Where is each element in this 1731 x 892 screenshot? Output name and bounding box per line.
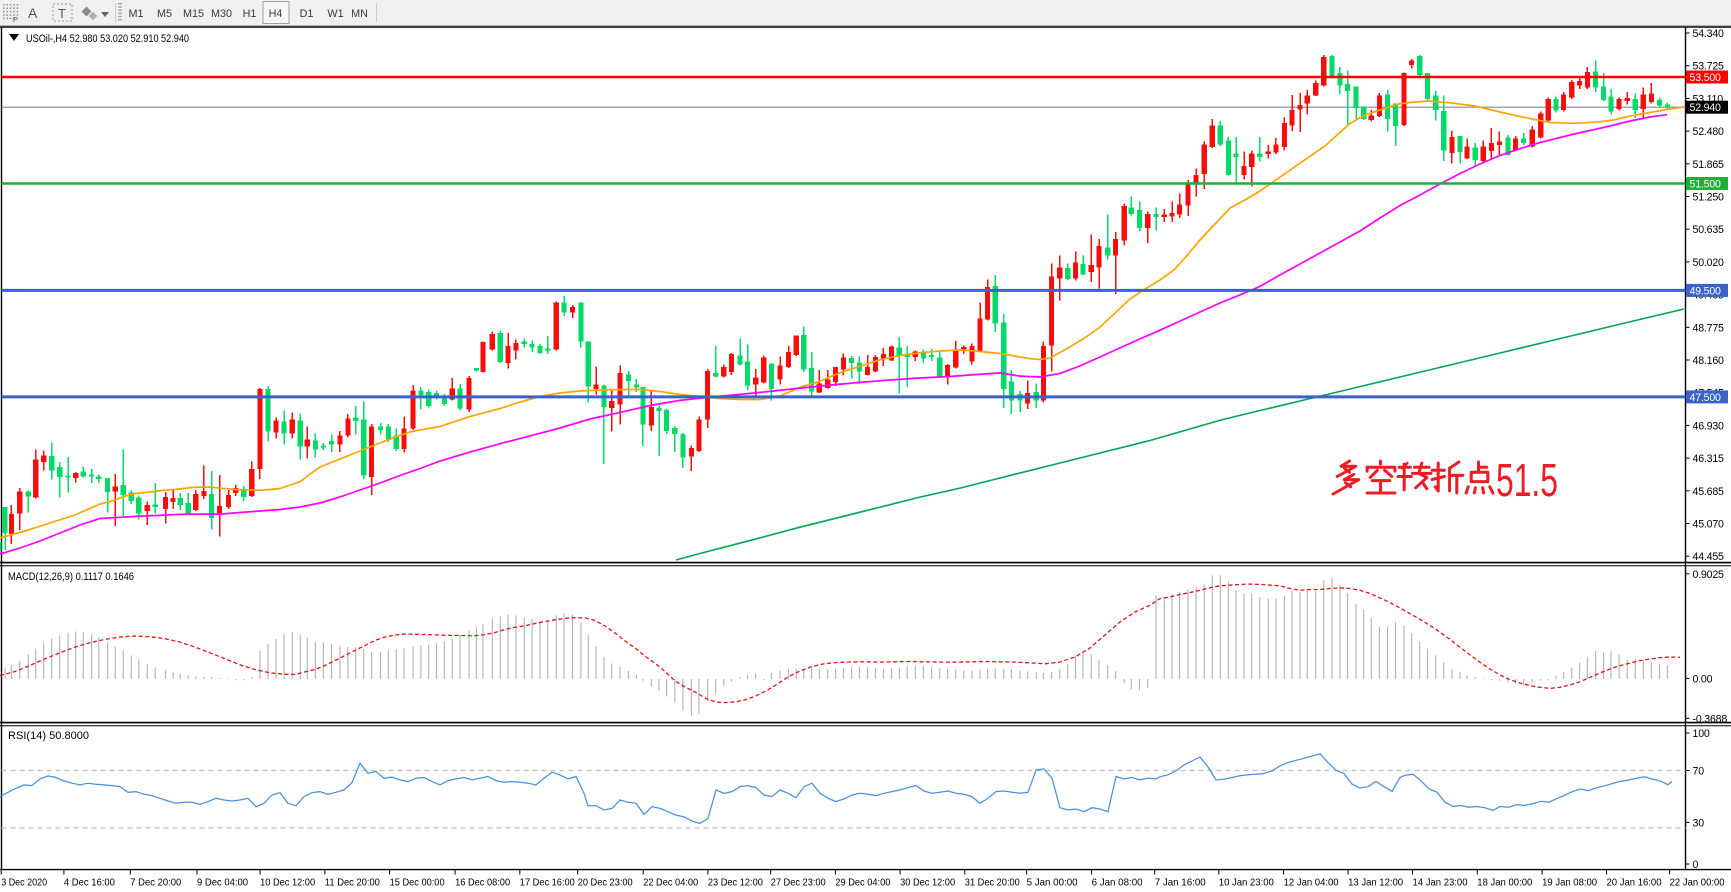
svg-text:D1: D1 bbox=[300, 8, 314, 20]
svg-text:15 Dec 00:00: 15 Dec 00:00 bbox=[390, 878, 445, 889]
svg-text:31 Dec 20:00: 31 Dec 20:00 bbox=[965, 878, 1020, 889]
svg-text:-0.3688: -0.3688 bbox=[1693, 713, 1728, 725]
svg-text:M30: M30 bbox=[211, 8, 232, 20]
svg-text:H1: H1 bbox=[243, 8, 257, 20]
svg-text:7 Jan 16:00: 7 Jan 16:00 bbox=[1155, 878, 1206, 889]
svg-text:20 Dec 23:00: 20 Dec 23:00 bbox=[578, 878, 633, 889]
svg-text:F: F bbox=[13, 17, 17, 24]
svg-text:M15: M15 bbox=[183, 8, 204, 20]
svg-text:4 Dec 16:00: 4 Dec 16:00 bbox=[64, 878, 115, 889]
svg-text:RSI(14) 50.8000: RSI(14) 50.8000 bbox=[8, 730, 89, 742]
svg-text:USOil-,H4 52.980 53.020 52.91: USOil-,H4 52.980 53.020 52.910 52.940 bbox=[26, 33, 189, 45]
svg-text:16 Dec 08:00: 16 Dec 08:00 bbox=[455, 878, 510, 889]
svg-text:0.9025: 0.9025 bbox=[1693, 569, 1725, 581]
svg-text:6 Jan 08:00: 6 Jan 08:00 bbox=[1092, 878, 1143, 889]
svg-text:20 Jan 16:00: 20 Jan 16:00 bbox=[1607, 878, 1662, 889]
svg-text:3 Dec 2020: 3 Dec 2020 bbox=[1, 878, 47, 889]
svg-text:70: 70 bbox=[1693, 766, 1705, 778]
svg-text:48.775: 48.775 bbox=[1693, 322, 1725, 334]
svg-text:45.685: 45.685 bbox=[1693, 486, 1725, 498]
svg-text:18 Jan 00:00: 18 Jan 00:00 bbox=[1477, 878, 1532, 889]
svg-text:100: 100 bbox=[1693, 728, 1710, 740]
svg-text:13 Jan 12:00: 13 Jan 12:00 bbox=[1348, 878, 1403, 889]
svg-text:47.500: 47.500 bbox=[1690, 392, 1722, 404]
svg-text:53.725: 53.725 bbox=[1693, 61, 1725, 73]
svg-text:30 Dec 12:00: 30 Dec 12:00 bbox=[900, 878, 955, 889]
svg-text:23 Dec 12:00: 23 Dec 12:00 bbox=[708, 878, 763, 889]
svg-text:50.020: 50.020 bbox=[1693, 257, 1725, 269]
svg-text:45.070: 45.070 bbox=[1693, 519, 1725, 531]
svg-text:10 Jan 23:00: 10 Jan 23:00 bbox=[1219, 878, 1274, 889]
svg-text:27 Dec 23:00: 27 Dec 23:00 bbox=[771, 878, 826, 889]
svg-text:7 Dec 20:00: 7 Dec 20:00 bbox=[130, 878, 181, 889]
svg-text:52.940: 52.940 bbox=[1690, 102, 1722, 114]
svg-text:30: 30 bbox=[1693, 817, 1705, 829]
svg-text:51.865: 51.865 bbox=[1693, 159, 1725, 171]
svg-text:44.455: 44.455 bbox=[1693, 551, 1725, 563]
svg-text:46.315: 46.315 bbox=[1693, 453, 1725, 465]
svg-text:MACD(12,26,9) 0.1117 0.1646: MACD(12,26,9) 0.1117 0.1646 bbox=[8, 571, 134, 583]
svg-text:54.340: 54.340 bbox=[1693, 28, 1725, 40]
svg-text:51.500: 51.500 bbox=[1690, 179, 1722, 191]
svg-text:9 Dec 04:00: 9 Dec 04:00 bbox=[197, 878, 248, 889]
svg-text:10 Dec 12:00: 10 Dec 12:00 bbox=[260, 878, 315, 889]
svg-text:W1: W1 bbox=[327, 8, 343, 20]
svg-text:19 Jan 08:00: 19 Jan 08:00 bbox=[1542, 878, 1597, 889]
svg-text:14 Jan 23:00: 14 Jan 23:00 bbox=[1413, 878, 1468, 889]
svg-text:5 Jan 00:00: 5 Jan 00:00 bbox=[1027, 878, 1078, 889]
svg-text:H4: H4 bbox=[269, 8, 283, 20]
svg-text:51.5: 51.5 bbox=[1496, 454, 1558, 506]
svg-text:M1: M1 bbox=[129, 8, 144, 20]
svg-text:29 Dec 04:00: 29 Dec 04:00 bbox=[835, 878, 890, 889]
svg-text:T: T bbox=[58, 6, 66, 21]
svg-text:48.160: 48.160 bbox=[1693, 355, 1725, 367]
svg-text:0.00: 0.00 bbox=[1693, 673, 1713, 685]
svg-text:46.930: 46.930 bbox=[1693, 420, 1725, 432]
svg-text:49.500: 49.500 bbox=[1690, 285, 1722, 297]
svg-text:51.250: 51.250 bbox=[1693, 192, 1725, 204]
svg-text:A: A bbox=[28, 5, 38, 21]
svg-text:22 Jan 00:00: 22 Jan 00:00 bbox=[1670, 878, 1725, 889]
svg-text:53.500: 53.500 bbox=[1690, 72, 1722, 84]
svg-text:MN: MN bbox=[351, 8, 368, 20]
svg-text:50.635: 50.635 bbox=[1693, 224, 1725, 236]
svg-text:11 Dec 20:00: 11 Dec 20:00 bbox=[325, 878, 380, 889]
svg-text:52.480: 52.480 bbox=[1693, 126, 1725, 138]
svg-text:12 Jan 04:00: 12 Jan 04:00 bbox=[1284, 878, 1339, 889]
svg-text:22 Dec 04:00: 22 Dec 04:00 bbox=[643, 878, 698, 889]
svg-text:0: 0 bbox=[1693, 859, 1699, 871]
svg-text:17 Dec 16:00: 17 Dec 16:00 bbox=[520, 878, 575, 889]
svg-text:M5: M5 bbox=[157, 8, 172, 20]
